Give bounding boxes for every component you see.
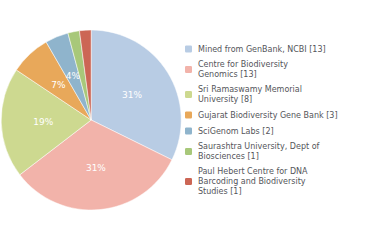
svg-text:Paul Hebert Centre for DNA: Paul Hebert Centre for DNA	[198, 167, 308, 176]
svg-text:Barcoding and Biodiversity: Barcoding and Biodiversity	[198, 177, 306, 186]
svg-text:Gujarat Biodiversity Gene Bank: Gujarat Biodiversity Gene Bank [3]	[198, 111, 338, 120]
svg-text:Sri Ramaswamy Memorial: Sri Ramaswamy Memorial	[198, 85, 302, 94]
svg-text:Centre for Biodiversity: Centre for Biodiversity	[198, 60, 288, 69]
svg-text:19%: 19%	[33, 117, 53, 127]
svg-text:31%: 31%	[86, 163, 106, 173]
svg-text:University [8]: University [8]	[198, 95, 252, 104]
svg-text:Saurashtra University, Dept of: Saurashtra University, Dept of	[198, 142, 320, 151]
svg-text:7%: 7%	[51, 80, 66, 90]
svg-text:SciGenom Labs [2]: SciGenom Labs [2]	[198, 127, 274, 136]
svg-text:Genomics [13]: Genomics [13]	[198, 70, 257, 79]
svg-text:31%: 31%	[122, 90, 142, 100]
svg-text:4%: 4%	[66, 71, 81, 81]
svg-text:Mined from GenBank, NCBI [13]: Mined from GenBank, NCBI [13]	[198, 45, 326, 54]
svg-text:Studies [1]: Studies [1]	[198, 187, 242, 196]
svg-text:Biosciences [1]: Biosciences [1]	[198, 152, 259, 161]
